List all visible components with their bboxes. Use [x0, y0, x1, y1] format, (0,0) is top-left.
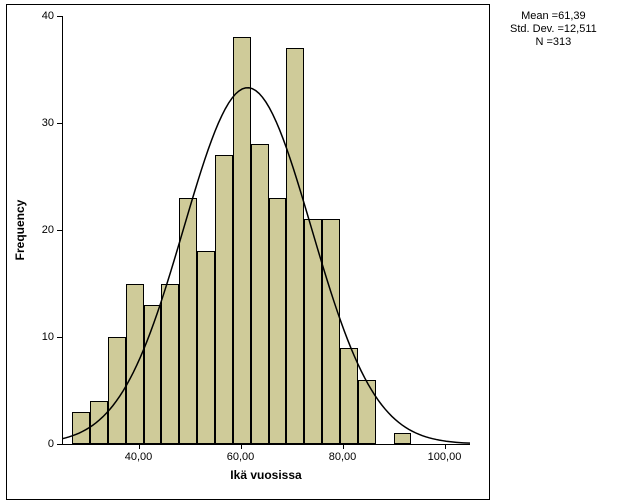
stat-mean: Mean =61,39 [510, 10, 597, 23]
x-tick-label: 40,00 [125, 451, 153, 463]
stats-block: Mean =61,39 Std. Dev. =12,511 N =313 [510, 10, 597, 50]
x-tick [241, 444, 242, 449]
y-tick [57, 230, 62, 231]
plot-area [62, 16, 470, 444]
y-tick [57, 123, 62, 124]
y-tick-label: 20 [34, 224, 54, 236]
x-tick [139, 444, 140, 449]
stat-n: N =313 [510, 36, 597, 49]
x-tick-label: 80,00 [329, 451, 357, 463]
histogram-bar [304, 219, 322, 444]
histogram-bar [161, 284, 179, 445]
y-tick-label: 0 [34, 438, 54, 450]
histogram-bar [251, 144, 269, 444]
y-tick [57, 444, 62, 445]
y-tick-label: 40 [34, 10, 54, 22]
histogram-bar [269, 198, 287, 444]
x-tick-label: 60,00 [227, 451, 255, 463]
x-axis-label: Ikä vuosissa [230, 468, 301, 482]
x-axis [62, 444, 470, 445]
histogram-bar [215, 155, 233, 444]
histogram-bar [108, 337, 126, 444]
histogram-bar [322, 219, 340, 444]
y-axis [62, 16, 63, 444]
y-axis-label: Frequency [13, 200, 27, 261]
x-tick [445, 444, 446, 449]
histogram-bar [126, 284, 144, 445]
y-tick-label: 10 [34, 331, 54, 343]
histogram-bar [358, 380, 376, 444]
histogram-bar [286, 48, 304, 444]
y-tick [57, 16, 62, 17]
histogram-bar [340, 348, 358, 444]
stat-std: Std. Dev. =12,511 [510, 23, 597, 36]
y-tick [57, 337, 62, 338]
histogram-bar [394, 433, 412, 444]
histogram-bar [72, 412, 90, 444]
x-tick [343, 444, 344, 449]
chart-container: Mean =61,39 Std. Dev. =12,511 N =313 Ikä… [0, 0, 627, 502]
histogram-bar [144, 305, 162, 444]
histogram-bar [233, 37, 251, 444]
histogram-bar [197, 251, 215, 444]
x-tick-label: 100,00 [428, 451, 462, 463]
histogram-bar [179, 198, 197, 444]
y-tick-label: 30 [34, 117, 54, 129]
histogram-bar [90, 401, 108, 444]
